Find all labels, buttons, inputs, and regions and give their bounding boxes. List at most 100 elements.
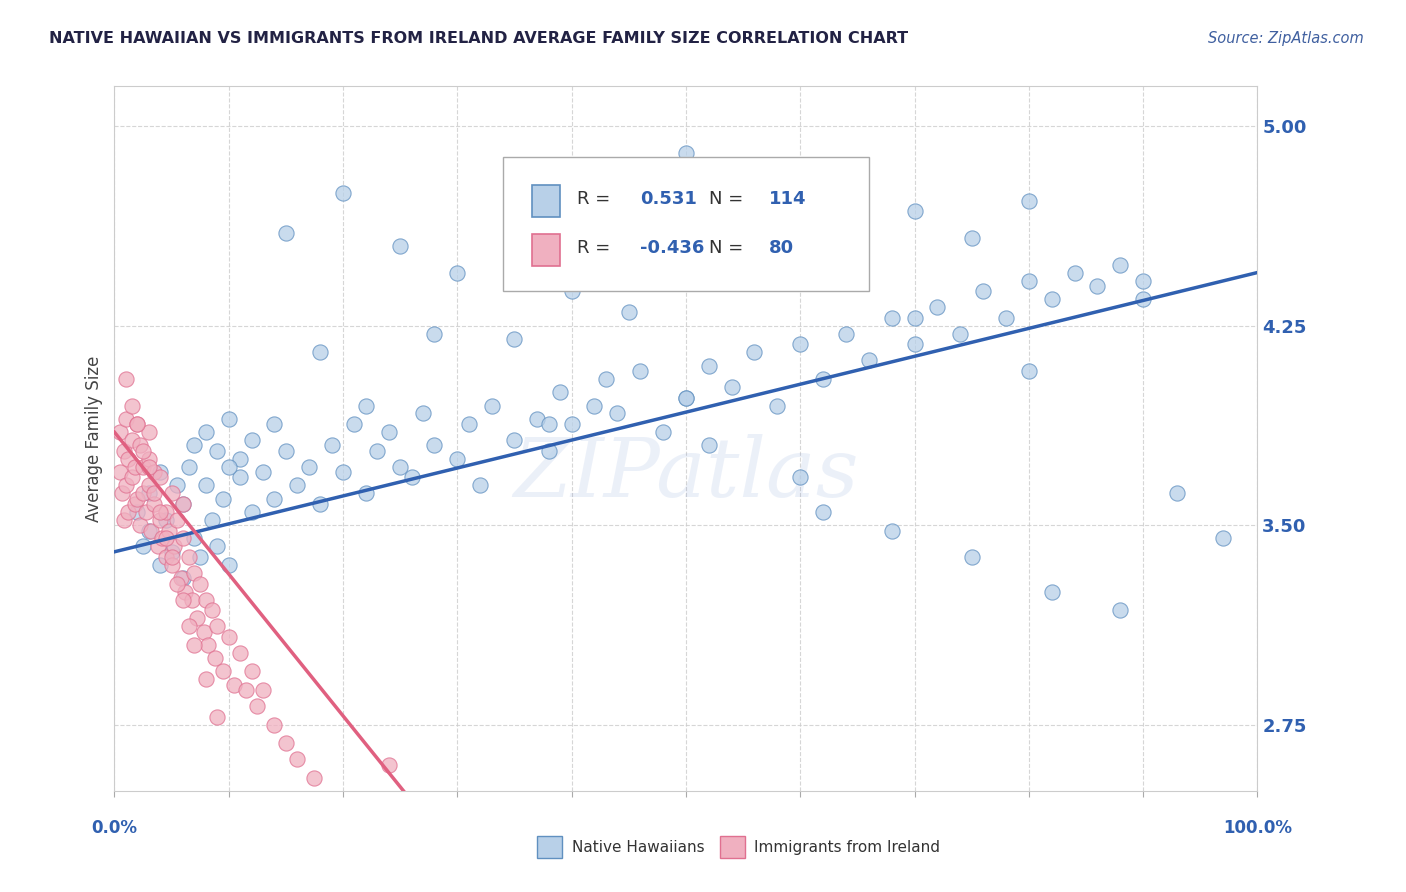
Point xyxy=(583,399,606,413)
Point xyxy=(252,683,274,698)
Text: 114: 114 xyxy=(769,190,807,208)
Point xyxy=(789,337,811,351)
Point xyxy=(194,592,217,607)
Point xyxy=(446,451,468,466)
Point xyxy=(446,266,468,280)
Text: R =: R = xyxy=(578,239,616,258)
Point xyxy=(127,417,149,431)
Point xyxy=(537,443,560,458)
Point xyxy=(1132,292,1154,306)
Point xyxy=(111,486,134,500)
Point xyxy=(503,159,526,173)
Point xyxy=(285,478,308,492)
Point xyxy=(697,438,720,452)
Point xyxy=(108,425,131,439)
Point xyxy=(263,491,285,506)
Point xyxy=(1018,194,1040,208)
Text: NATIVE HAWAIIAN VS IMMIGRANTS FROM IRELAND AVERAGE FAMILY SIZE CORRELATION CHART: NATIVE HAWAIIAN VS IMMIGRANTS FROM IRELA… xyxy=(49,31,908,46)
Point xyxy=(193,624,215,639)
Point xyxy=(457,417,479,431)
Point xyxy=(188,550,211,565)
Point xyxy=(183,638,205,652)
Point xyxy=(229,451,252,466)
Point xyxy=(166,576,188,591)
Point xyxy=(124,497,146,511)
Point xyxy=(112,513,135,527)
Point xyxy=(128,438,150,452)
Point xyxy=(343,417,366,431)
Point xyxy=(321,438,343,452)
Point xyxy=(138,451,160,466)
Point xyxy=(561,212,583,227)
Point xyxy=(207,540,229,554)
Point xyxy=(789,239,811,253)
Point xyxy=(149,558,172,573)
Point xyxy=(155,550,177,565)
Point xyxy=(811,505,834,519)
Point xyxy=(412,407,434,421)
FancyBboxPatch shape xyxy=(531,235,560,266)
Point xyxy=(124,459,146,474)
Point xyxy=(246,699,269,714)
Point xyxy=(170,571,193,585)
Point xyxy=(332,465,354,479)
Point xyxy=(218,630,240,644)
Point xyxy=(132,443,155,458)
Point xyxy=(960,231,983,245)
Point xyxy=(127,491,149,506)
FancyBboxPatch shape xyxy=(531,185,560,217)
Point xyxy=(354,399,377,413)
Point xyxy=(135,505,157,519)
Point xyxy=(146,540,169,554)
Point xyxy=(121,399,143,413)
Point xyxy=(332,186,354,200)
Point xyxy=(617,305,640,319)
Point xyxy=(143,486,166,500)
Point xyxy=(218,412,240,426)
Point xyxy=(108,465,131,479)
Point xyxy=(903,204,925,219)
Point xyxy=(377,757,399,772)
Point xyxy=(172,532,194,546)
Point xyxy=(263,717,285,731)
Point xyxy=(304,771,326,785)
Point xyxy=(972,284,994,298)
Point xyxy=(177,459,200,474)
Point xyxy=(200,513,222,527)
Point xyxy=(160,486,183,500)
Point xyxy=(139,524,162,538)
Text: 0.531: 0.531 xyxy=(640,190,697,208)
Point xyxy=(389,459,412,474)
Point xyxy=(652,425,675,439)
Point xyxy=(127,505,149,519)
Text: N =: N = xyxy=(709,239,749,258)
Point xyxy=(309,345,332,359)
Point xyxy=(548,385,571,400)
FancyBboxPatch shape xyxy=(503,157,869,291)
Point xyxy=(1109,258,1132,272)
Point xyxy=(117,505,139,519)
Point xyxy=(1109,603,1132,617)
Point xyxy=(160,545,183,559)
Point xyxy=(298,459,321,474)
Point xyxy=(212,491,235,506)
Point xyxy=(152,532,174,546)
Point xyxy=(595,372,617,386)
Text: N =: N = xyxy=(709,190,749,208)
Point xyxy=(858,353,880,368)
Point xyxy=(903,337,925,351)
Point xyxy=(172,497,194,511)
Point xyxy=(537,417,560,431)
FancyBboxPatch shape xyxy=(537,836,562,858)
Text: Native Hawaiians: Native Hawaiians xyxy=(572,840,704,855)
Point xyxy=(263,417,285,431)
Point xyxy=(138,486,160,500)
Text: 80: 80 xyxy=(769,239,794,258)
Point xyxy=(188,576,211,591)
Text: Immigrants from Ireland: Immigrants from Ireland xyxy=(755,840,941,855)
Point xyxy=(207,619,229,633)
Point xyxy=(240,433,263,447)
Point xyxy=(194,425,217,439)
Point xyxy=(121,470,143,484)
Point xyxy=(423,326,446,341)
